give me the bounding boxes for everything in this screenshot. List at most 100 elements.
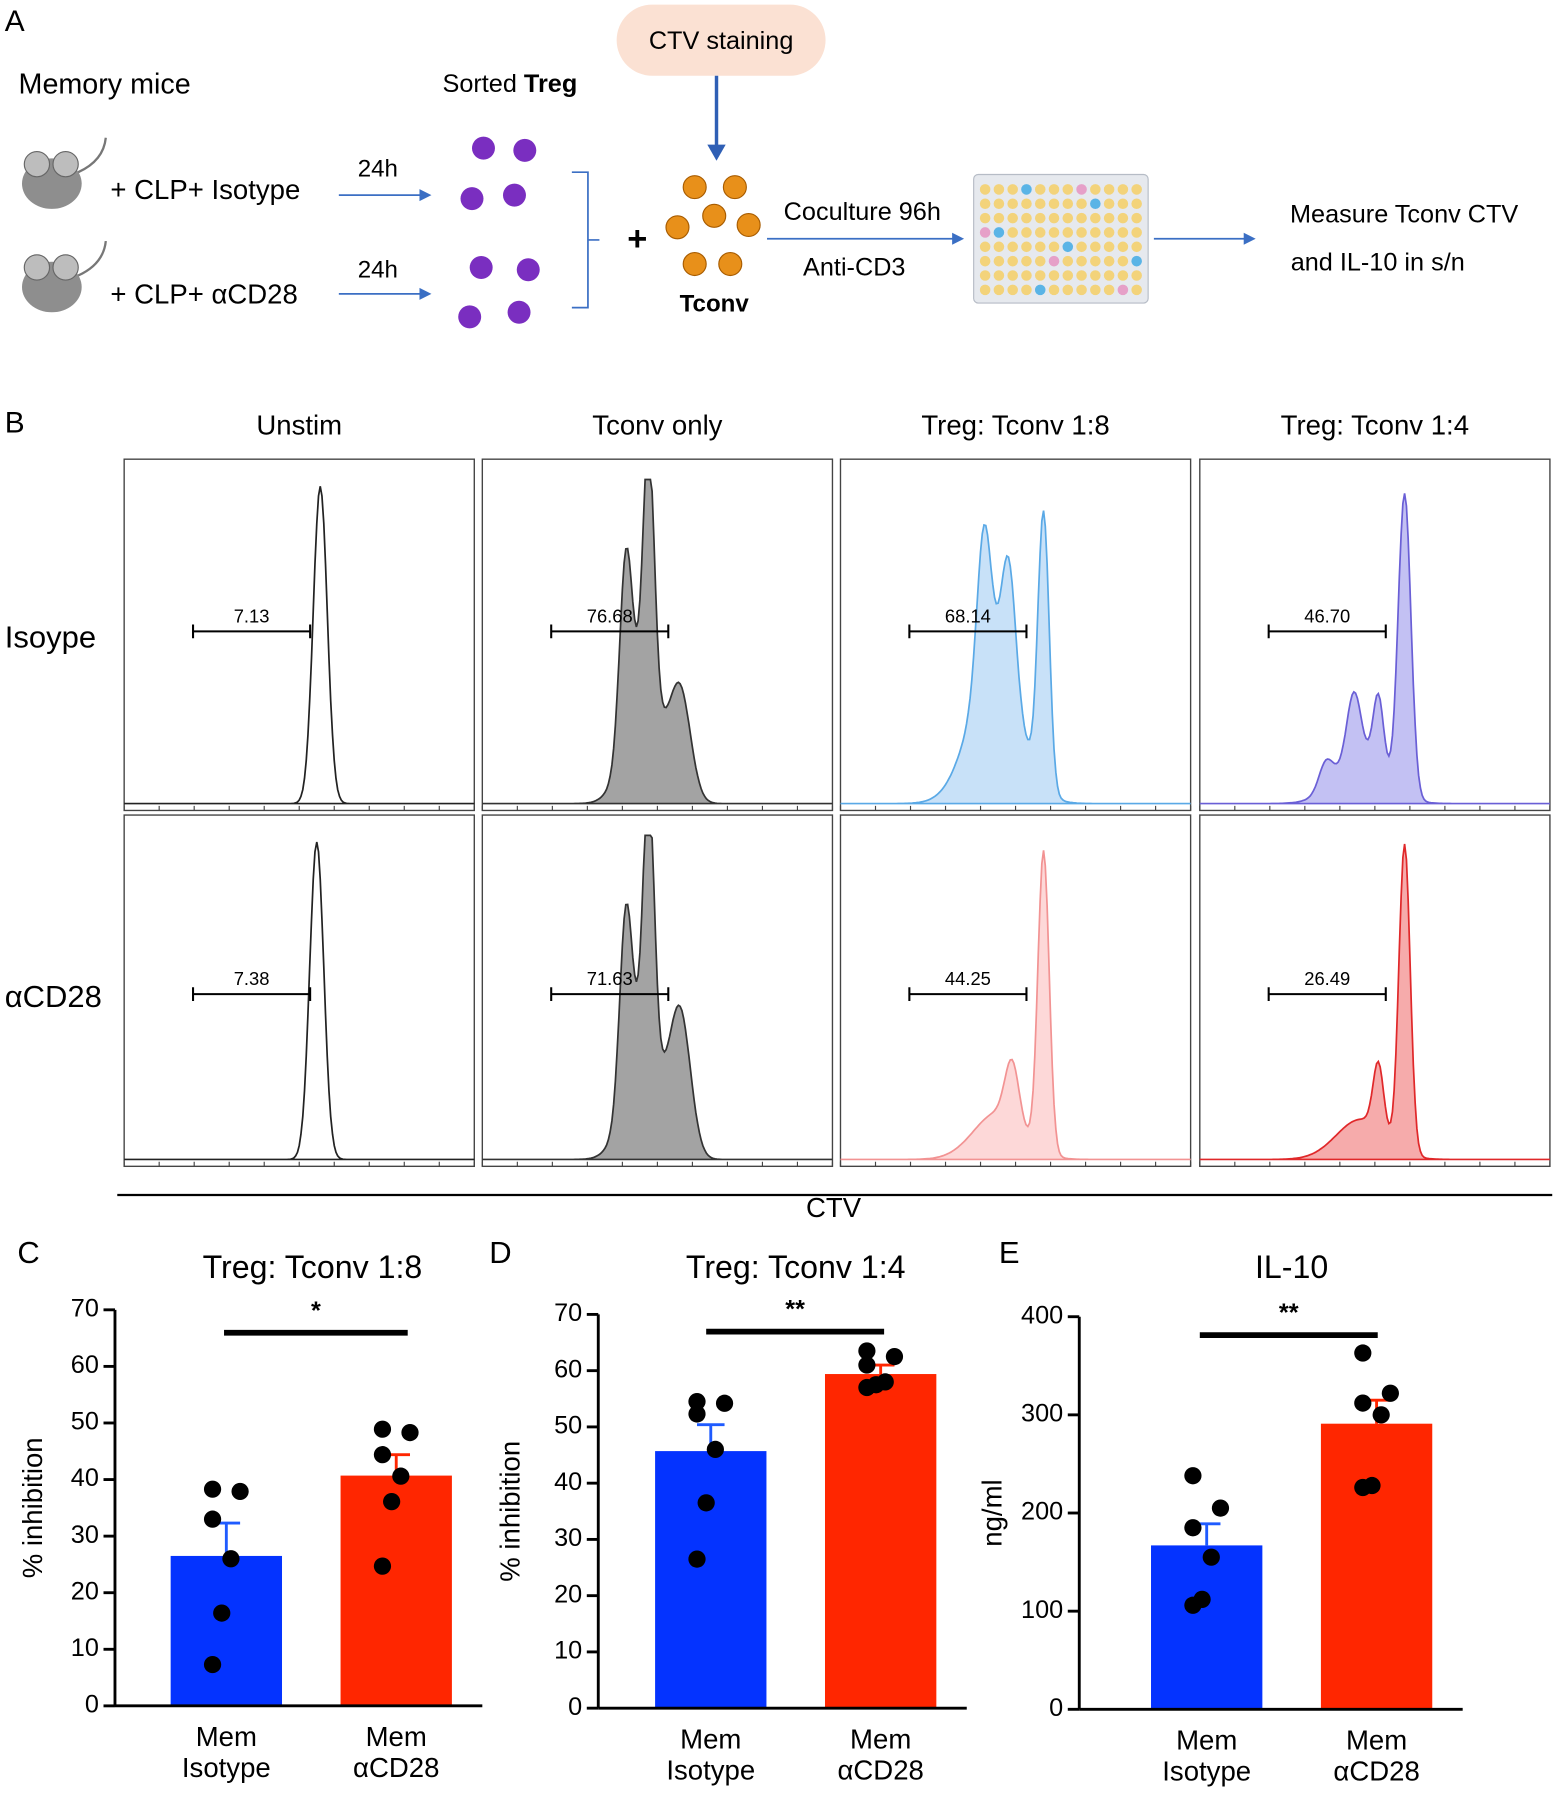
flow-panels: Unstim Tconv only Treg: Tconv 1:8 Treg: Tco…: [5, 409, 1551, 1168]
y-tick-label: 40: [71, 1464, 99, 1492]
gate: [1267, 624, 1387, 639]
gate: [908, 624, 1028, 639]
data-point: [231, 1482, 249, 1501]
well: [1048, 227, 1060, 238]
well: [1131, 270, 1142, 281]
ctv-pill: [616, 4, 826, 76]
well: [1062, 270, 1074, 281]
well: [1103, 255, 1115, 267]
well: [1007, 270, 1018, 281]
data-point: [858, 1356, 876, 1374]
well: [1103, 270, 1115, 281]
category-label: Mem Isotype: [666, 1724, 755, 1786]
well: [1103, 227, 1115, 238]
error-bar: [212, 1521, 241, 1556]
y-tick-label: 50: [71, 1408, 99, 1436]
well: [1090, 212, 1101, 224]
tconv-cells: [665, 175, 761, 277]
well: [1048, 184, 1060, 195]
well: [1090, 198, 1101, 210]
data-point: [203, 1480, 222, 1498]
well: [1062, 184, 1074, 195]
x-label: CTV: [806, 1192, 862, 1223]
time-label: 24h: [358, 256, 398, 283]
bar: [340, 1475, 452, 1706]
well: [1103, 241, 1115, 253]
well: [1021, 227, 1032, 238]
data-point: [1354, 1478, 1372, 1497]
category-label: Mem αCD28: [837, 1724, 924, 1787]
well: [1034, 198, 1046, 210]
well: [1007, 212, 1018, 224]
gate: [550, 987, 670, 1002]
data-point: [1202, 1548, 1220, 1566]
y-tick-label: 30: [554, 1524, 582, 1552]
data-point: [373, 1446, 392, 1464]
well: [1021, 212, 1032, 224]
y-tick-label: 300: [1021, 1400, 1063, 1428]
data-point: [715, 1394, 734, 1412]
well: [1117, 270, 1129, 281]
bar: [170, 1555, 283, 1706]
gate: [192, 624, 312, 639]
gate: [908, 987, 1028, 1002]
well: [993, 255, 1005, 267]
well: [1076, 227, 1087, 238]
well: [1021, 198, 1032, 210]
well: [1048, 212, 1060, 224]
x-tick-label: Mem αCD28: [1333, 1725, 1420, 1788]
significance: *: [311, 1297, 321, 1325]
well: [1021, 270, 1032, 281]
y-tick-label: 70: [71, 1294, 99, 1322]
well: [979, 284, 991, 296]
y-tick-label: 20: [554, 1580, 582, 1608]
data-point: [203, 1655, 222, 1674]
treg-cells: [458, 136, 540, 329]
data-point: [706, 1440, 724, 1459]
well: [979, 212, 991, 224]
well: [1007, 227, 1018, 238]
chart-title: IL-10: [1255, 1249, 1328, 1285]
well: [1131, 255, 1142, 267]
histogram-frame: [123, 814, 475, 1168]
well: [1062, 212, 1074, 224]
y-tick-label: 0: [85, 1691, 99, 1719]
data-point: [1354, 1344, 1372, 1362]
y-tick-label: 10: [71, 1634, 99, 1662]
y-tick-label: 50: [554, 1412, 582, 1440]
well: [1131, 241, 1142, 253]
well: [1048, 241, 1060, 253]
chart-title: Treg: Tconv 1:8: [203, 1249, 423, 1285]
well: [993, 198, 1005, 210]
plus: +: [627, 220, 647, 258]
column-title: Treg: Tconv 1:8: [921, 409, 1109, 440]
data-point: [383, 1493, 401, 1511]
well: [1117, 198, 1129, 210]
well: [1090, 255, 1101, 267]
category-label: Mem αCD28: [1333, 1725, 1420, 1788]
well: [1021, 184, 1032, 195]
data-point: [688, 1392, 706, 1411]
bar: [1320, 1423, 1433, 1710]
data-point: [373, 1557, 392, 1575]
panel-label: D: [489, 1235, 511, 1270]
x-tick-label: Mem Isotype: [1162, 1725, 1252, 1788]
data-point: [1184, 1519, 1202, 1537]
well: [1117, 184, 1129, 195]
x-tick-label: Mem αCD28: [837, 1724, 924, 1787]
well: [979, 255, 991, 267]
y-tick-label: 0: [568, 1693, 582, 1721]
data-point: [697, 1494, 715, 1512]
arrowhead: [707, 144, 726, 161]
data-point: [222, 1550, 240, 1568]
well: [1062, 241, 1074, 253]
data-point: [1211, 1499, 1230, 1517]
histogram-frame: [123, 458, 475, 812]
histogram: [124, 486, 475, 805]
well: [1117, 284, 1129, 296]
ctv-staining: CTV staining: [649, 27, 794, 55]
well: [1021, 255, 1032, 267]
gate-label: 7.13: [234, 605, 270, 626]
data-point: [1354, 1394, 1372, 1412]
